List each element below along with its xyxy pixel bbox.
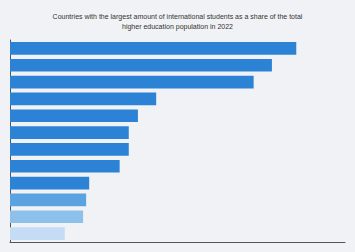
svg-text:higher education population in: higher education population in 2022: [122, 23, 233, 31]
svg-text:Countries with the largest amo: Countries with the largest amount of int…: [53, 13, 303, 21]
